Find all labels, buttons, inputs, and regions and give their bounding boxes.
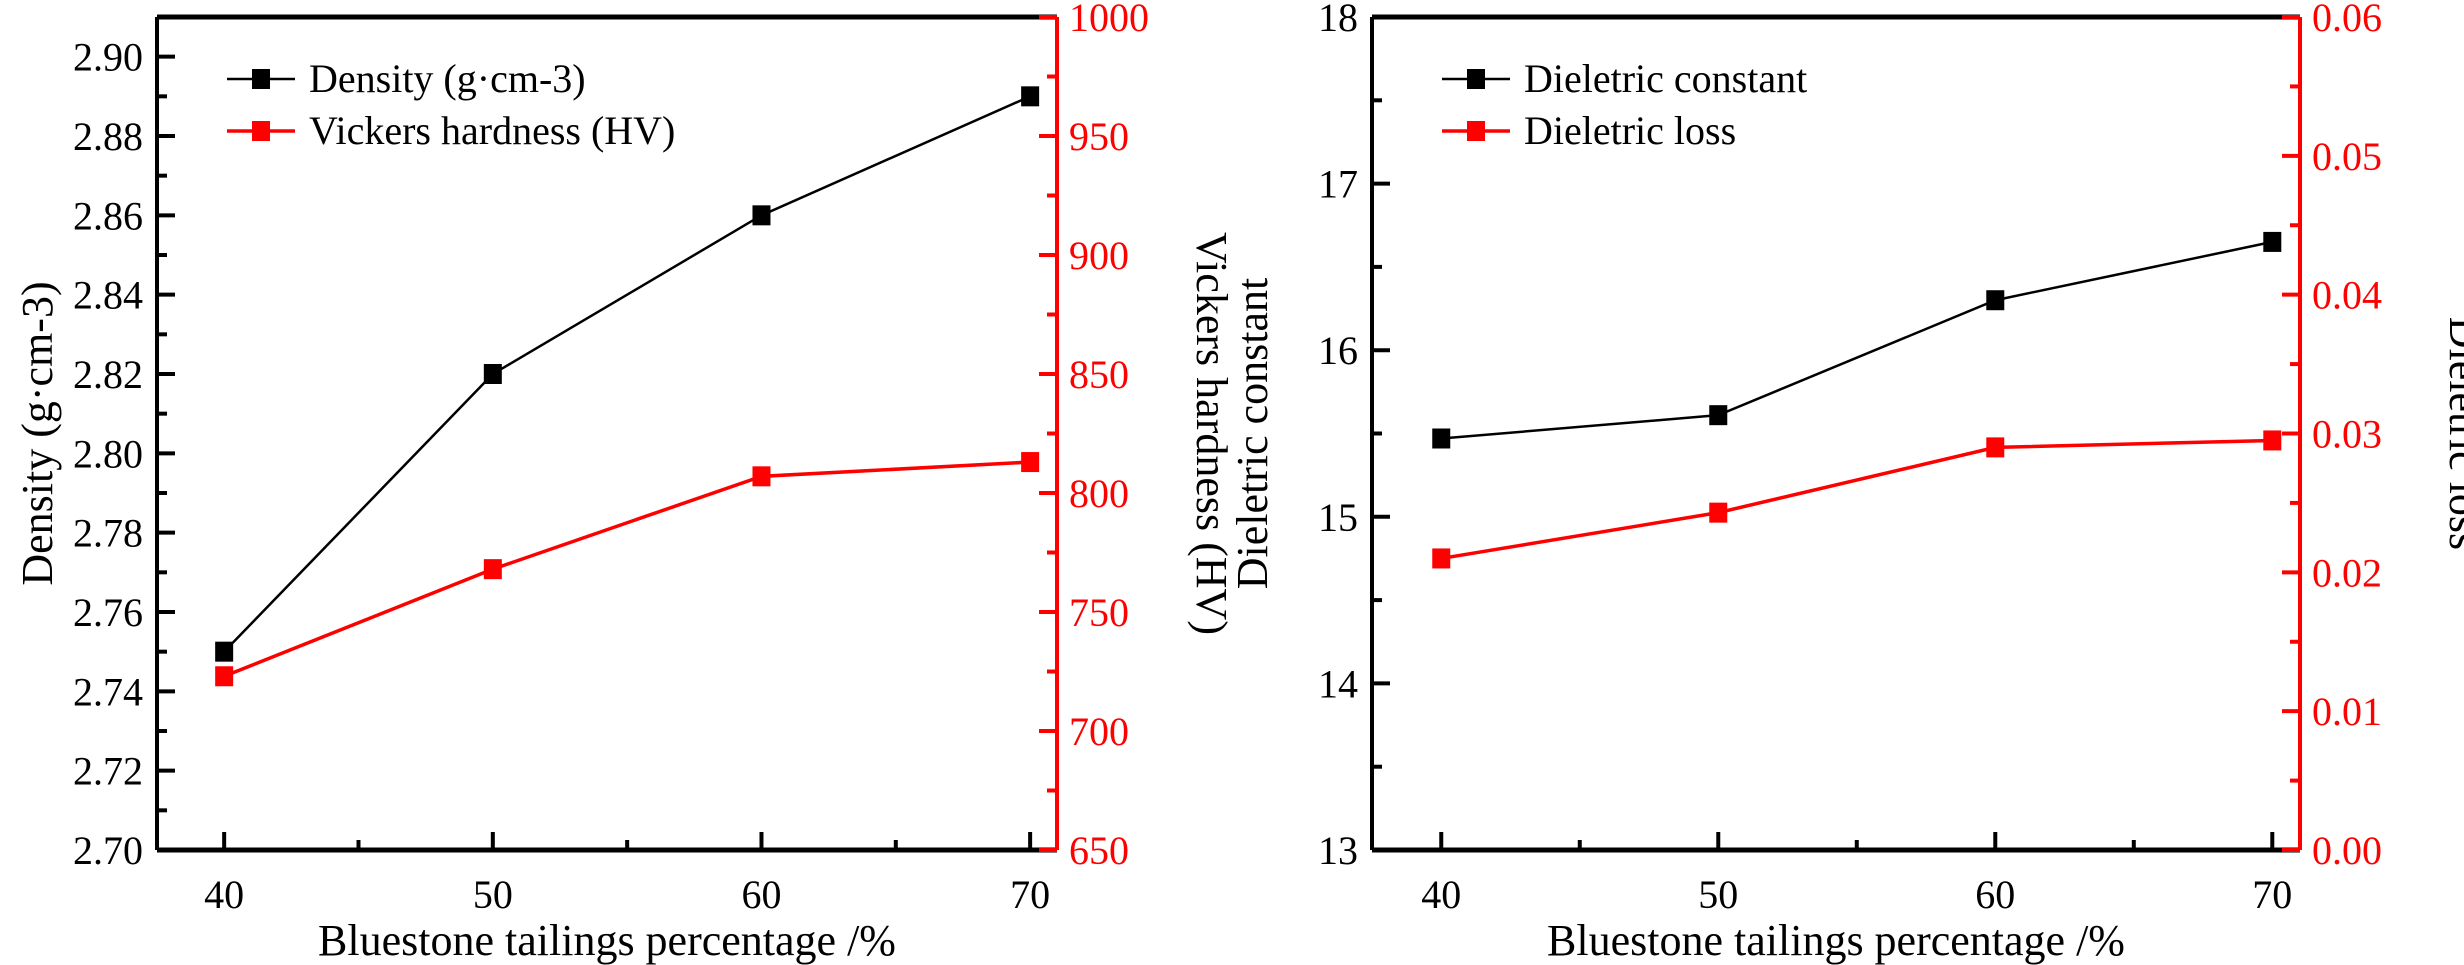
legend-label: Density (g·cm-3) [309,56,586,101]
x-tick-label: 50 [473,872,513,917]
y-left-tick-label: 16 [1318,328,1358,373]
legend-marker [252,121,270,141]
y-left-tick-label: 2.80 [73,431,143,476]
series-red [1432,430,2282,569]
data-point [1432,428,1451,449]
y-right-tick-label: 0.03 [2312,412,2382,457]
legend-label: Dieletric constant [1524,56,1807,101]
y-left-tick-label: 17 [1318,162,1358,207]
data-point [1021,86,1040,107]
data-point [1432,548,1451,569]
y-right-tick-label: 950 [1069,114,1129,159]
x-tick-label: 40 [204,872,244,917]
y-left-tick-label: 2.78 [73,511,143,556]
data-point [215,666,234,687]
y-left-tick-label: 14 [1318,661,1358,706]
series-black [1432,231,2282,449]
data-point [1021,452,1040,473]
data-point [2263,430,2282,451]
y-left-tick-label: 2.90 [73,35,143,80]
y-right-tick-label: 0.00 [2312,828,2382,873]
x-tick-label: 60 [741,872,781,917]
legend-marker [1467,121,1485,141]
data-point [752,205,771,226]
x-tick-label: 70 [1010,872,1050,917]
y-left-tick-label: 2.82 [73,352,143,397]
series-line [1441,240,2273,440]
legend-label: Vickers hardness (HV) [309,108,675,153]
y-right-tick-label: 800 [1069,471,1129,516]
y-right-tick-label: 900 [1069,233,1129,278]
x-tick-label: 50 [1698,872,1738,917]
series-line [223,95,1031,653]
y-right-tick-label: 850 [1069,352,1129,397]
y-left-tick-label: 2.84 [73,273,143,318]
y-right-tick-label: 1000 [1069,0,1149,40]
data-point [2263,231,2282,252]
x-axis-label: Bluestone tailings percentage /% [318,916,896,965]
y-axis-left-label: Density (g·cm-3) [13,281,62,585]
legend-label: Dieletric loss [1524,108,1736,153]
data-point [1986,290,2005,311]
series-line [1440,438,2273,561]
data-point [483,364,502,384]
y-left-tick-label: 2.72 [73,749,143,794]
series-black [215,86,1040,662]
y-right-tick-label: 0.06 [2312,0,2382,40]
series-red [215,452,1040,687]
y-left-tick-label: 2.88 [73,114,143,159]
x-tick-label: 70 [2252,872,2292,917]
y-axis-left-label: Dieletric constant [1228,278,1277,590]
data-point [1709,502,1728,523]
y-left-tick-label: 2.76 [73,590,143,635]
y-left-tick-label: 2.70 [73,828,143,873]
legend-marker [252,69,270,89]
y-left-tick-label: 13 [1318,828,1358,873]
legend-marker [1467,69,1485,89]
y-right-tick-label: 700 [1069,709,1129,754]
panel-2: 13 14 15 16 17 18 0.00 0.01 0.02 0.03 0.04 0.05 0.06… [1228,0,2464,965]
y-left-tick-label: 2.86 [73,193,143,238]
y-axis-right-label: Dieletric loss [2440,317,2464,550]
data-point [752,466,771,487]
y-axis-right-label: Vickers hardness (HV) [1187,232,1236,635]
y-left-tick-label: 15 [1318,495,1358,540]
y-right-tick-label: 0.01 [2312,689,2382,734]
panel-1: 2.70 2.72 2.74 2.76 2.78 2.80 2.82 2.84 2.86 2.88… [13,0,1236,965]
y-right-tick-label: 0.05 [2312,134,2382,179]
series-line [223,460,1031,678]
x-tick-label: 60 [1975,872,2015,917]
y-left-tick-label: 18 [1318,0,1358,40]
data-point [1986,437,2005,458]
y-right-tick-label: 750 [1069,590,1129,635]
y-right-tick-label: 0.04 [2312,273,2382,318]
y-right-tick-label: 0.02 [2312,550,2382,595]
data-point [215,641,234,662]
x-tick-label: 40 [1421,872,1461,917]
y-left-tick-label: 2.74 [73,669,143,714]
data-point [1709,405,1728,426]
y-right-tick-label: 650 [1069,828,1129,873]
x-axis-label: Bluestone tailings percentage /% [1547,916,2125,965]
data-point [483,559,502,580]
